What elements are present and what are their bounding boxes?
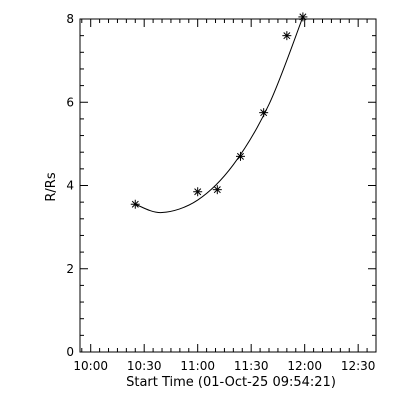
y-tick-label: 8 [66,12,74,26]
data-point-asterisk [282,31,292,41]
fit-curve-layer [135,16,304,214]
fit-curve [135,16,304,214]
tick-labels-layer: 10:00 10:30 11:00 11:30 12:00 12:30 0 2 4 6 8 [66,12,375,373]
data-point-asterisk [193,187,203,197]
data-points-layer [130,12,308,209]
x-tick-label: 12:30 [341,359,376,373]
y-axis-label: R/Rs [44,172,59,201]
x-tick-label: 10:30 [127,359,162,373]
y-tick-label: 2 [66,262,74,276]
x-axis-label: Start Time (01-Oct-25 09:54:21) [126,375,336,390]
x-tick-label: 12:00 [287,359,322,373]
x-tick-label: 10:00 [73,359,108,373]
data-point-asterisk [130,199,140,209]
y-tick-label: 6 [66,95,74,109]
x-tick-label: 11:00 [180,359,215,373]
x-tick-label: 11:30 [234,359,269,373]
data-point-asterisk [235,151,245,161]
plot-border [79,18,377,353]
data-point-asterisk [212,185,222,195]
plot-frame [79,18,377,353]
y-tick-label: 4 [66,179,74,193]
y-tick-label: 0 [66,345,74,359]
data-point-asterisk [298,12,308,22]
data-point-asterisk [259,108,269,118]
axis-ticks [80,18,377,353]
